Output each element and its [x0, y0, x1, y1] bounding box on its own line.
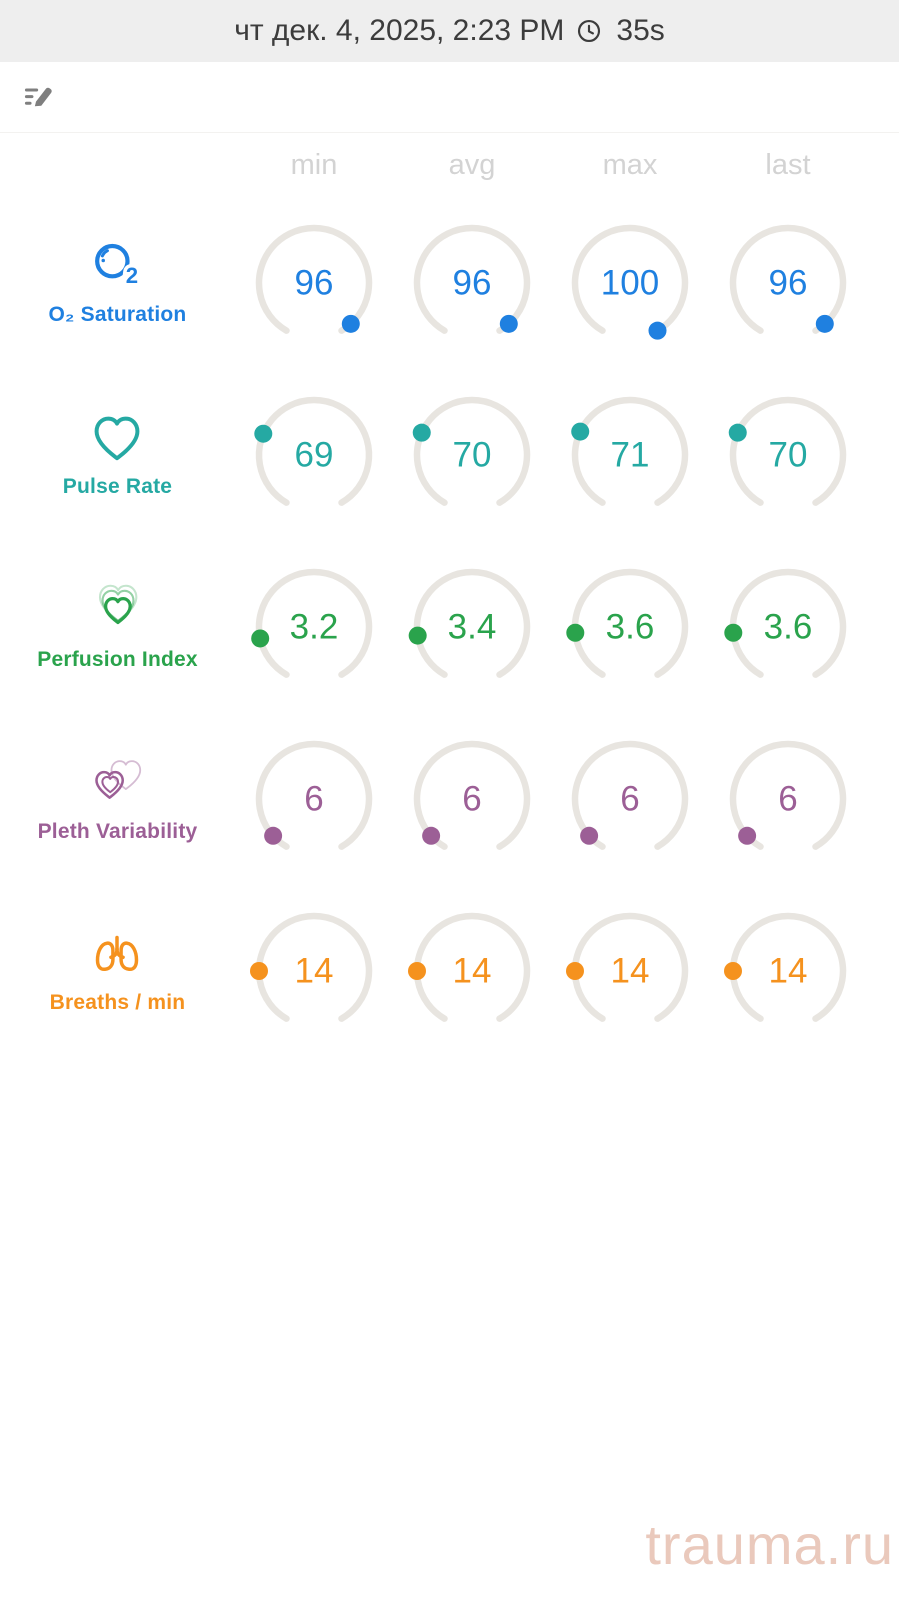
toolbar [0, 62, 899, 133]
gauge-perfusion-index-last: 3.6 [721, 560, 855, 694]
svg-text:3.6: 3.6 [764, 608, 813, 647]
gauge-pulse-rate-min: 69 [247, 388, 381, 522]
svg-text:2: 2 [126, 263, 138, 288]
svg-text:3.2: 3.2 [290, 608, 339, 647]
svg-text:14: 14 [611, 952, 650, 991]
gauge-perfusion-index-max: 3.6 [563, 560, 697, 694]
column-header-last: last [765, 148, 811, 181]
svg-text:96: 96 [769, 264, 808, 303]
metric-label: O₂ Saturation [48, 303, 187, 326]
metric-label: Perfusion Index [37, 648, 198, 671]
watermark: trauma.ru [645, 1513, 894, 1576]
metric-label: Pleth Variability [37, 820, 198, 843]
svg-text:6: 6 [462, 780, 481, 819]
metric-row-pleth-variability: Pleth Variability 6 6 6 6 [0, 713, 899, 885]
svg-text:6: 6 [304, 780, 323, 819]
session-date: чт дек. 4, 2025, 2:23 PM [234, 14, 565, 47]
gauge-perfusion-index-avg: 3.4 [405, 560, 539, 694]
svg-text:70: 70 [453, 436, 492, 475]
gauge-o2-saturation-last: 96 [721, 216, 855, 350]
o2-bubble-icon: 2 [89, 239, 145, 300]
metric-header-pulse-rate: Pulse Rate [63, 411, 172, 499]
svg-text:6: 6 [620, 780, 639, 819]
metric-header-o2-saturation: 2 O₂ Saturation [49, 239, 187, 327]
metric-row-pulse-rate: Pulse Rate 69 70 71 70 [0, 369, 899, 541]
metric-label: Breaths / min [49, 991, 186, 1014]
metric-row-o2-saturation: 2 O₂ Saturation 96 96 100 96 [0, 197, 899, 369]
svg-text:14: 14 [453, 952, 492, 991]
edit-note-icon [24, 87, 52, 107]
svg-text:14: 14 [295, 952, 334, 991]
edit-note-button[interactable] [20, 78, 62, 116]
metric-header-breaths-per-min: Breaths / min [50, 927, 186, 1015]
gauge-pleth-variability-last: 6 [721, 732, 855, 866]
svg-text:96: 96 [295, 264, 334, 303]
lungs-icon [89, 927, 145, 988]
svg-text:6: 6 [778, 780, 797, 819]
svg-text:3.4: 3.4 [448, 608, 497, 647]
double-heart-icon [88, 754, 146, 817]
svg-text:3.6: 3.6 [606, 608, 655, 647]
heart-echo-icon [89, 582, 147, 645]
gauge-pleth-variability-max: 6 [563, 732, 697, 866]
svg-text:14: 14 [769, 952, 808, 991]
gauge-pleth-variability-min: 6 [247, 732, 381, 866]
gauge-breaths-per-min-min: 14 [247, 904, 381, 1038]
clock-icon [578, 19, 601, 43]
gauge-pulse-rate-avg: 70 [405, 388, 539, 522]
metric-header-pleth-variability: Pleth Variability [38, 754, 198, 844]
metric-header-perfusion-index: Perfusion Index [37, 582, 198, 672]
svg-text:96: 96 [453, 264, 492, 303]
gauge-breaths-per-min-max: 14 [563, 904, 697, 1038]
gauge-o2-saturation-max: 100 [563, 216, 697, 350]
gauge-pulse-rate-last: 70 [721, 388, 855, 522]
heart-icon [89, 411, 145, 472]
svg-text:69: 69 [295, 436, 334, 475]
gauge-pulse-rate-max: 71 [563, 388, 697, 522]
metric-row-breaths-per-min: Breaths / min 14 14 14 14 [0, 885, 899, 1057]
gauge-breaths-per-min-last: 14 [721, 904, 855, 1038]
gauge-o2-saturation-min: 96 [247, 216, 381, 350]
gauge-breaths-per-min-avg: 14 [405, 904, 539, 1038]
column-header-min: min [290, 148, 338, 181]
title-bar: чт дек. 4, 2025, 2:23 PM 35s [0, 0, 899, 62]
gauge-perfusion-index-min: 3.2 [247, 560, 381, 694]
gauge-o2-saturation-avg: 96 [405, 216, 539, 350]
column-header-avg: avg [448, 148, 496, 181]
svg-text:71: 71 [611, 436, 650, 475]
metric-row-perfusion-index: Perfusion Index 3.2 3.4 3.6 3.6 [0, 541, 899, 713]
column-headers: min avg max last [0, 133, 899, 197]
session-duration: 35s [616, 14, 665, 47]
metric-label: Pulse Rate [62, 475, 173, 498]
svg-text:100: 100 [601, 264, 659, 303]
metrics-table: 2 O₂ Saturation 96 96 100 96 Pulse Rate … [0, 197, 899, 1057]
gauge-pleth-variability-avg: 6 [405, 732, 539, 866]
svg-text:70: 70 [769, 436, 808, 475]
column-header-max: max [602, 148, 658, 181]
